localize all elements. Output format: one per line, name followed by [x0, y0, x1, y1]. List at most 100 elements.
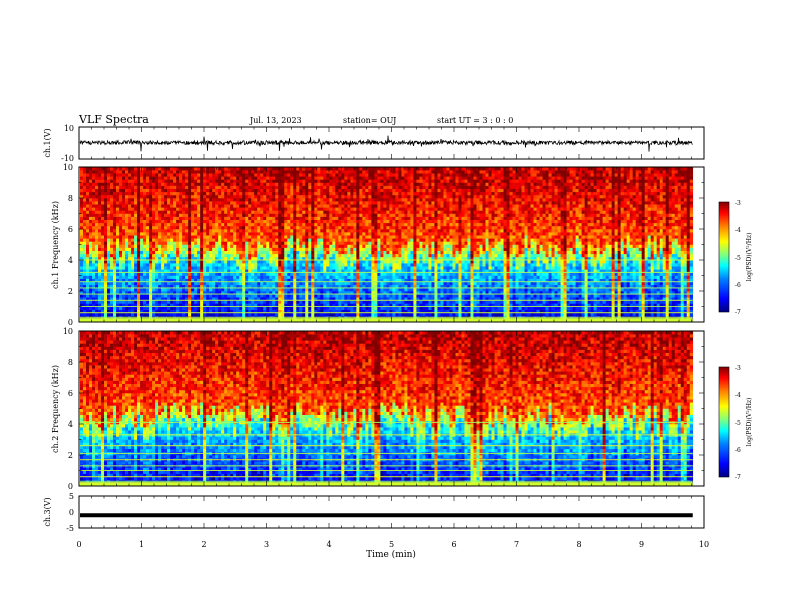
spectrogram-cell — [332, 173, 336, 177]
spectrogram-cell — [89, 173, 93, 177]
spectrogram-cell — [299, 198, 303, 202]
spectrogram-cell — [107, 256, 111, 261]
spectrogram-cell — [164, 167, 168, 171]
spectrogram-cell — [341, 204, 345, 208]
spectrogram-cell — [98, 275, 102, 279]
spectrogram-cell — [83, 278, 87, 282]
spectrogram-cell — [311, 250, 315, 255]
spectrogram-cell — [353, 312, 357, 317]
spectrogram-cell — [242, 294, 246, 298]
spectrogram-cell — [104, 191, 108, 196]
spectrogram-cell — [86, 241, 90, 245]
spectrogram-cell — [275, 222, 279, 227]
spectrogram-cell — [122, 238, 126, 242]
spectrogram-cell — [131, 281, 135, 286]
spectrogram-cell — [296, 182, 300, 186]
spectrogram-cell — [371, 269, 375, 273]
spectrogram-cell — [119, 275, 123, 279]
spectrogram-cell — [92, 182, 96, 186]
spectrogram-cell — [227, 194, 231, 199]
spectrogram-cell — [275, 284, 279, 289]
spectrogram-cell — [245, 198, 249, 202]
spectrogram-cell — [248, 170, 252, 174]
spectrogram-cell — [146, 213, 150, 217]
spectrogram-cell — [155, 272, 159, 276]
spectrogram-cell — [326, 247, 330, 251]
spectrogram-cell — [371, 278, 375, 282]
spectrogram-cell — [173, 250, 177, 255]
spectrogram-cell — [170, 207, 174, 211]
spectrogram-cell — [254, 201, 258, 205]
spectrogram-cell — [338, 275, 342, 279]
spectrogram-cell — [335, 287, 339, 292]
spectrogram-cell — [128, 287, 132, 292]
spectrogram-cell — [92, 291, 96, 295]
spectrogram-cell — [233, 253, 237, 258]
spectrogram-cell — [242, 210, 246, 214]
spectrogram-cell — [194, 300, 198, 304]
spectrogram-cell — [140, 185, 144, 189]
spectrogram-cell — [224, 210, 228, 214]
spectrogram-cell — [323, 222, 327, 227]
spectrogram-cell — [296, 198, 300, 202]
spectrogram-cell — [323, 191, 327, 196]
spectrogram-cell — [194, 247, 198, 251]
spectrogram-cell — [338, 241, 342, 245]
spectrogram-cell — [314, 269, 318, 273]
spectrogram-cell — [170, 275, 174, 279]
spectrogram-cell — [368, 210, 372, 214]
spectrogram-cell — [215, 235, 219, 239]
spectrogram-cell — [260, 306, 264, 310]
spectrogram-cell — [110, 250, 114, 255]
spectrogram-cell — [293, 179, 297, 183]
spectrogram-cell — [197, 287, 201, 292]
spectrogram-cell — [368, 188, 372, 193]
spectrogram-cell — [212, 281, 216, 286]
spectrogram-cell — [122, 297, 126, 301]
spectrogram-cell — [233, 266, 237, 270]
spectrogram-cell — [119, 269, 123, 273]
spectrogram-cell — [320, 244, 324, 248]
spectrogram-cell — [104, 225, 108, 230]
spectrogram-cell — [203, 253, 207, 258]
spectrogram-cell — [263, 272, 267, 276]
spectrogram-cell — [134, 176, 138, 180]
spectrogram-cell — [170, 225, 174, 230]
spectrogram-cell — [215, 294, 219, 298]
spectrogram-cell — [176, 170, 180, 174]
spectrogram-cell — [119, 284, 123, 289]
spectrogram-cell — [152, 284, 156, 289]
spectrogram-cell — [323, 229, 327, 233]
spectrogram-cell — [119, 281, 123, 286]
spectrogram-cell — [362, 235, 366, 239]
spectrogram-cell — [179, 312, 183, 317]
spectrogram-cell — [125, 201, 129, 205]
spectrogram-cell — [272, 284, 276, 289]
spectrogram-cell — [155, 300, 159, 304]
spectrogram-cell — [326, 306, 330, 310]
spectrogram-cell — [170, 216, 174, 220]
spectrogram-cell — [134, 281, 138, 286]
spectrogram-cell — [329, 281, 333, 286]
spectrogram-cell — [281, 256, 285, 261]
spectrogram-cell — [194, 185, 198, 189]
spectrogram-cell — [137, 213, 141, 217]
spectrogram-cell — [329, 201, 333, 205]
spectrogram-cell — [371, 287, 375, 292]
spectrogram-cell — [146, 281, 150, 286]
spectrogram-cell — [224, 253, 228, 258]
spectrogram-cell — [245, 247, 249, 251]
spectrogram-cell — [224, 219, 228, 224]
spectrogram-cell — [353, 225, 357, 230]
spectrogram-cell — [119, 256, 123, 261]
spectrogram-cell — [161, 201, 165, 205]
spectrogram-cell — [362, 185, 366, 189]
spectrogram-cell — [269, 179, 273, 183]
spectrogram-cell — [365, 266, 369, 270]
spectrogram-cell — [371, 222, 375, 227]
spectrogram-cell — [293, 281, 297, 286]
spectrogram-cell — [326, 210, 330, 214]
spectrogram-cell — [116, 272, 120, 276]
spectrogram-cell — [251, 272, 255, 276]
spectrogram-cell — [113, 253, 117, 258]
